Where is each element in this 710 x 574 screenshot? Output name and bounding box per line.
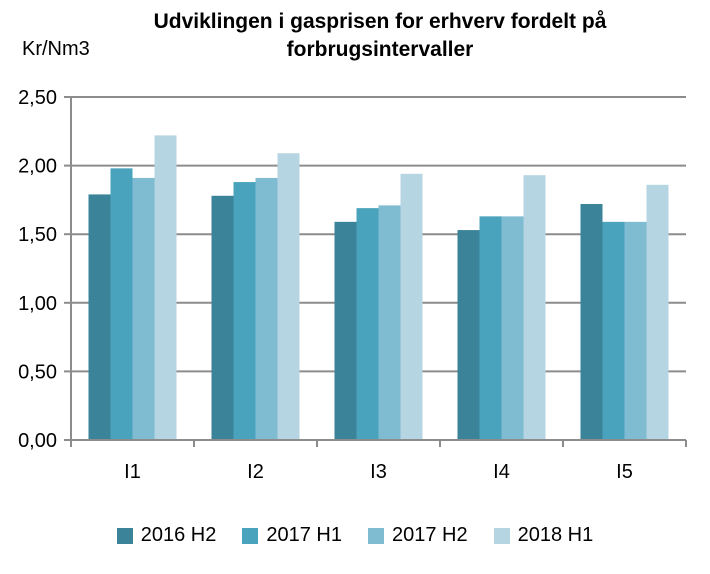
y-axis-label: Kr/Nm3 [22,38,90,60]
y-tick-label: 2,50 [18,87,57,109]
bar-I4-2017-H2 [501,216,524,440]
bar-I5-2017-H2 [624,221,647,440]
legend-label: 2017 H2 [392,524,468,546]
y-tick-label: 1,50 [18,224,57,246]
axes [64,96,687,447]
legend-item: 2018 H1 [493,524,594,547]
chart-title-line-2: forbrugsintervaller [286,38,474,61]
bar-I4-2016-H2 [457,230,480,440]
bars [88,135,669,441]
legend-swatch [493,527,510,544]
legend-swatch [116,527,133,544]
bar-I3-2018-H1 [400,173,423,440]
bar-I2-2016-H2 [211,195,234,440]
y-tick-label: 0,50 [18,361,57,383]
bar-I4-2018-H1 [523,175,546,441]
bar-I5-2018-H1 [646,184,669,440]
bar-I1-2017-H2 [132,177,155,440]
chart-title: Udviklingen i gasprisen for erhverv ford… [100,8,660,64]
legend-swatch [368,527,384,544]
bar-I5-2016-H2 [580,204,603,440]
bar-I3-2017-H2 [378,205,401,440]
legend: 2016 H2 2017 H1 2017 H2 2018 H1 [0,524,710,547]
x-tick-labels: I1 I2 I3 I4 I5 [124,461,633,483]
bar-I5-2017-H1 [602,221,625,440]
bar-I2-2017-H2 [255,177,278,440]
bar-I3-2016-H2 [334,221,357,440]
legend-label: 2016 H2 [140,524,217,546]
bar-I2-2017-H1 [233,182,256,440]
bar-I1-2017-H1 [110,168,133,440]
x-tick-label: I5 [616,461,633,483]
legend-item: 2017 H2 [368,524,468,547]
bar-I3-2017-H1 [356,208,379,440]
bar-I2-2018-H1 [277,153,300,440]
legend-item: 2017 H1 [242,524,342,547]
y-tick-label: 1,00 [18,293,57,315]
y-tick-label: 0,00 [18,430,57,452]
legend-label: 2017 H1 [266,524,342,546]
y-tick-label: 2,00 [18,156,57,178]
legend-label: 2018 H1 [517,524,594,546]
legend-swatch [242,527,259,544]
bar-I4-2017-H1 [479,216,502,440]
legend-item: 2016 H2 [116,524,217,547]
x-tick-label: I3 [370,461,387,483]
bar-I1-2018-H1 [154,135,177,440]
chart-title-line-1: Udviklingen i gasprisen for erhverv ford… [153,10,607,33]
x-tick-label: I2 [247,461,264,483]
bar-I1-2016-H2 [88,194,111,440]
x-tick-label: I1 [124,461,141,483]
x-tick-label: I4 [493,461,510,483]
y-tick-labels: 0,00 0,50 1,00 1,50 2,00 2,50 [18,87,57,452]
